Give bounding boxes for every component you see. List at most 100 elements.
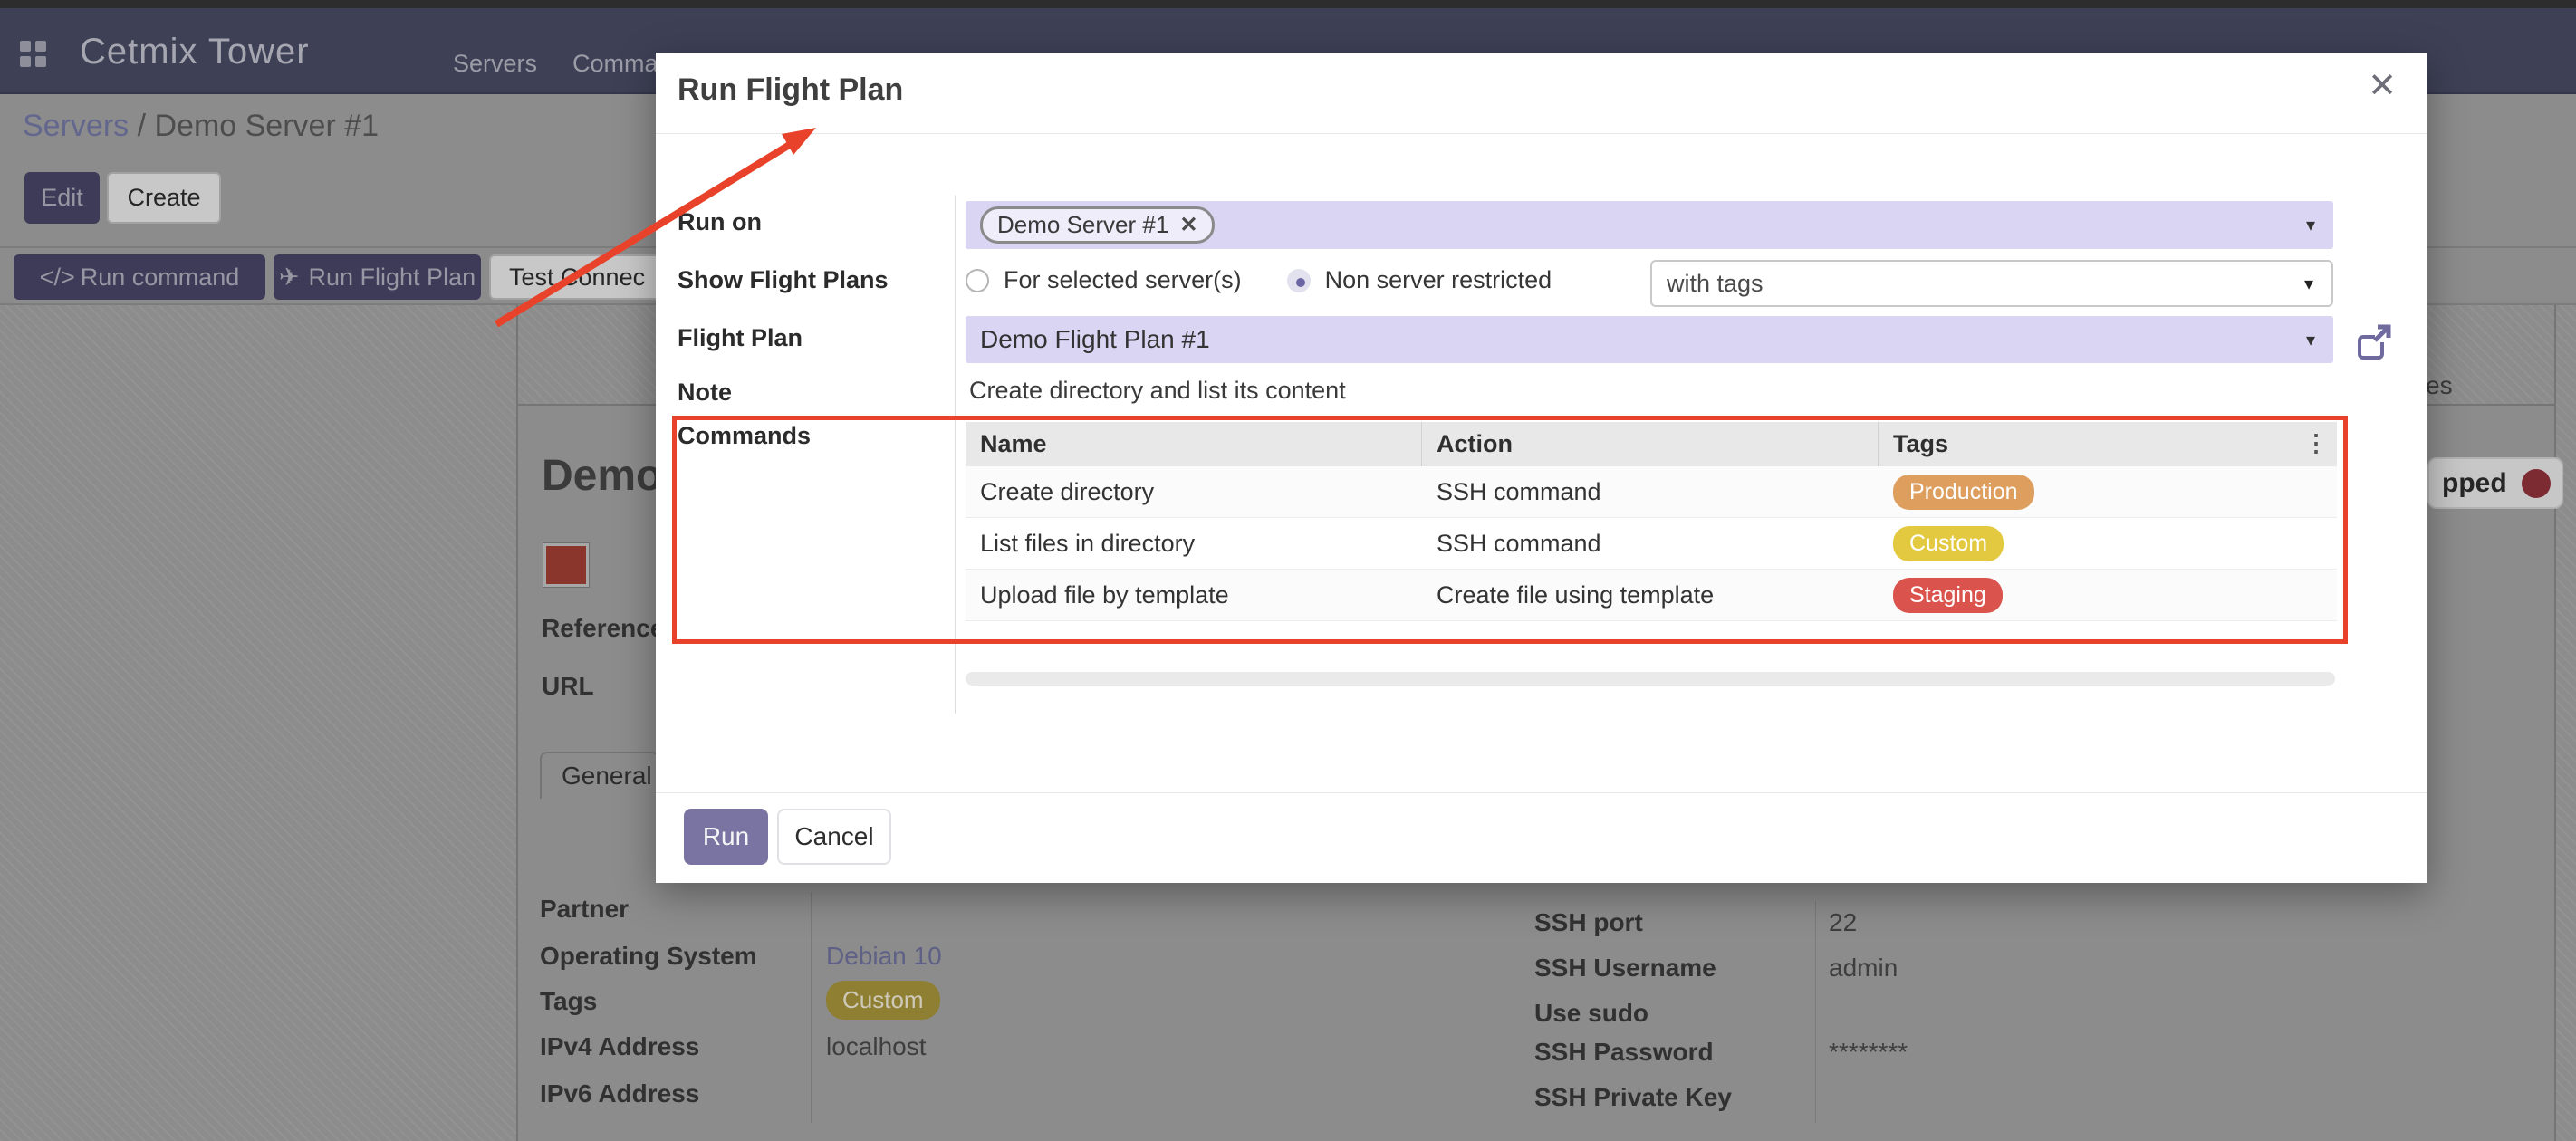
run-command-label: Run command	[80, 263, 240, 291]
os-label: Operating System	[540, 942, 757, 970]
table-row[interactable]: Create directory SSH command Production	[966, 466, 2337, 518]
partner-label: Partner	[540, 895, 630, 923]
ssh-password-label: SSH Password	[1534, 1038, 1714, 1066]
cell-tags: Custom	[1879, 525, 2337, 561]
test-connection-button[interactable]: Test Connec	[489, 254, 670, 300]
run-on-label: Run on	[678, 208, 762, 235]
radio-for-selected-servers-label[interactable]: For selected server(s)	[1004, 266, 1242, 293]
reference-label: Reference	[542, 614, 665, 642]
sheet-right-border	[2554, 305, 2556, 1141]
chevron-down-icon[interactable]: ▾	[2305, 330, 2315, 350]
column-header-name[interactable]: Name	[966, 422, 1422, 466]
window-top-strip	[0, 0, 2576, 8]
flight-plan-value: Demo Flight Plan #1	[980, 325, 1210, 353]
run-command-button[interactable]: </> Run command	[14, 254, 265, 300]
url-label: URL	[542, 672, 594, 700]
cell-tags: Production	[1879, 474, 2337, 510]
server-status-button[interactable]: pped	[2427, 457, 2563, 509]
modal-footer-divider	[656, 792, 2427, 793]
create-button[interactable]: Create	[107, 172, 221, 224]
show-flight-plans-label: Show Flight Plans	[678, 266, 889, 293]
radio-non-server-restricted[interactable]	[1286, 268, 1311, 292]
close-icon[interactable]: ✕	[2368, 67, 2397, 105]
apps-grid-icon[interactable]	[20, 41, 47, 68]
cell-tags: Staging	[1879, 577, 2337, 613]
radio-for-selected-servers[interactable]	[966, 268, 989, 292]
cell-name: Create directory	[980, 477, 1155, 505]
cell-action: Create file using template	[1437, 580, 1715, 609]
column-options-icon[interactable]: ⋮	[2304, 429, 2328, 456]
cell-action: SSH command	[1437, 477, 1601, 505]
server-chip-label: Demo Server #1	[997, 211, 1169, 238]
chevron-down-icon: ▾	[2303, 273, 2313, 294]
run-flight-plan-label: Run Flight Plan	[308, 263, 476, 291]
breadcrumb: Servers / Demo Server #1	[23, 109, 379, 144]
sheet-left-border	[516, 305, 518, 1141]
tag-filter-value: with tags	[1667, 269, 1764, 297]
commands-label: Commands	[678, 422, 812, 449]
run-on-field[interactable]: Demo Server #1 ✕ ▾	[966, 201, 2333, 249]
modal-title: Run Flight Plan	[678, 72, 904, 107]
code-icon: </>	[39, 263, 75, 291]
cancel-button[interactable]: Cancel	[777, 809, 891, 865]
brand-title[interactable]: Cetmix Tower	[80, 32, 310, 72]
ssh-port-label: SSH port	[1534, 908, 1643, 936]
external-link-icon[interactable]	[2355, 322, 2393, 360]
breadcrumb-servers-link[interactable]: Servers	[23, 109, 130, 143]
stat-button-partial-label[interactable]: es	[2426, 371, 2453, 399]
annotation-red-rectangle	[672, 416, 2348, 644]
status-partial-label: pped	[2442, 467, 2507, 498]
horizontal-scrollbar[interactable]	[966, 672, 2335, 686]
hatch-left	[0, 305, 516, 1141]
commands-table: Name Action Tags ⋮ Create directory SSH …	[966, 422, 2337, 621]
right-fields-divider	[1815, 901, 1816, 1123]
tag-badge: Staging	[1893, 577, 2003, 613]
cell-action: SSH command	[1437, 529, 1601, 557]
flight-plan-label: Flight Plan	[678, 324, 803, 351]
ipv4-value: localhost	[826, 1032, 927, 1060]
cell-name: List files in directory	[980, 529, 1196, 557]
flight-plan-filter-radios: For selected server(s) Non server restri…	[966, 266, 1552, 294]
column-header-action[interactable]: Action	[1422, 422, 1879, 466]
breadcrumb-current: Demo Server #1	[154, 109, 380, 143]
ipv6-label: IPv6 Address	[540, 1079, 700, 1107]
tags-label: Tags	[540, 987, 598, 1015]
column-header-tags[interactable]: Tags	[1893, 430, 1949, 457]
run-button[interactable]: Run	[684, 809, 768, 865]
color-swatch[interactable]	[543, 542, 590, 588]
chip-remove-icon[interactable]: ✕	[1179, 213, 1198, 237]
status-dot-icon	[2521, 468, 2551, 498]
chevron-down-icon[interactable]: ▾	[2305, 216, 2315, 235]
ipv4-label: IPv4 Address	[540, 1032, 700, 1060]
ssh-port-value: 22	[1829, 908, 1858, 936]
tag-badge: Custom	[1893, 525, 2004, 561]
flight-plan-field[interactable]: Demo Flight Plan #1 ▾	[966, 316, 2333, 363]
commands-table-header: Name Action Tags ⋮	[966, 422, 2337, 466]
cell-name: Upload file by template	[980, 580, 1229, 609]
note-value: Create directory and list its content	[969, 377, 1346, 404]
ssh-password-value: ********	[1829, 1038, 1908, 1066]
left-fields-divider	[811, 892, 812, 1123]
edit-button[interactable]: Edit	[24, 172, 100, 224]
tab-general[interactable]: General	[540, 752, 659, 799]
breadcrumb-separator: /	[129, 109, 155, 143]
table-row[interactable]: Upload file by template Create file usin…	[966, 570, 2337, 621]
modal-header-divider	[656, 133, 2427, 134]
run-flight-plan-button[interactable]: ✈ Run Flight Plan	[274, 254, 481, 300]
tag-filter-select[interactable]: with tags ▾	[1650, 260, 2333, 307]
modal-label-column-divider	[955, 195, 956, 714]
ssh-username-label: SSH Username	[1534, 954, 1716, 982]
tag-custom-badge: Custom	[826, 981, 940, 1020]
run-flight-plan-modal: Run Flight Plan ✕ Run on Demo Server #1 …	[656, 53, 2427, 883]
tag-badge: Production	[1893, 474, 2034, 510]
table-row[interactable]: List files in directory SSH command Cust…	[966, 518, 2337, 570]
radio-non-server-restricted-label[interactable]: Non server restricted	[1324, 266, 1552, 293]
ssh-private-key-label: SSH Private Key	[1534, 1083, 1732, 1111]
ssh-username-value: admin	[1829, 954, 1898, 982]
note-label: Note	[678, 379, 732, 406]
plane-icon: ✈	[278, 263, 300, 291]
server-chip[interactable]: Demo Server #1 ✕	[980, 206, 1216, 244]
nav-item-servers[interactable]: Servers	[453, 50, 538, 77]
os-value[interactable]: Debian 10	[826, 942, 942, 970]
